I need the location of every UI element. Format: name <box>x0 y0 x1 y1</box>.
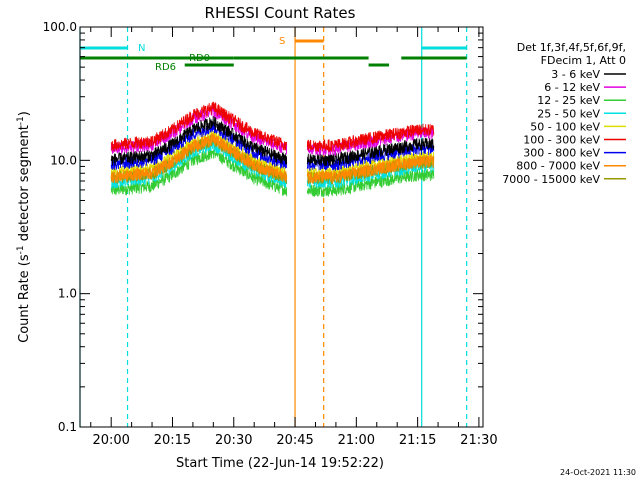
series-line <box>306 143 435 171</box>
legend-label: 12 - 25 keV <box>537 94 600 107</box>
plot-frame <box>79 26 484 428</box>
x-axis: 20:00 20:15 20:30 20:45 21:00 21:15 21:30 <box>90 27 498 448</box>
y-axis: 0.1 1.0 10.0 100.0 <box>43 20 483 434</box>
chart-title: RHESSI Count Rates <box>205 4 356 22</box>
series-line <box>110 115 288 166</box>
bar-label-rd6: RD6 <box>155 62 176 73</box>
x-tick-label: 20:15 <box>154 433 191 448</box>
bar-label-s: S <box>279 36 285 47</box>
y-label-main: Count Rate (s <box>17 254 32 343</box>
attenuator-bars: N S RD0 RD6 <box>80 36 467 73</box>
legend-label: 300 - 800 keV <box>523 147 600 160</box>
x-tick-label: 20:45 <box>276 433 313 448</box>
legend-label: 7000 - 15000 keV <box>502 173 600 186</box>
legend-label: 100 - 300 keV <box>523 134 600 147</box>
legend-label: 3 - 6 keV <box>551 68 600 81</box>
series-line <box>306 123 435 152</box>
y-label-mid: detector segment <box>17 125 32 245</box>
legend-header-line1: Det 1f,3f,4f,5f,6f,9f, <box>517 41 626 54</box>
legend-label: 50 - 100 keV <box>530 120 600 133</box>
series-line <box>110 101 288 152</box>
x-axis-label: Start Time (22-Jun-14 19:52:22) <box>176 456 384 471</box>
legend-label: 800 - 7000 keV <box>516 160 600 173</box>
series-line <box>306 137 435 167</box>
legend-label: 25 - 50 keV <box>537 107 600 120</box>
legend: Det 1f,3f,4f,5f,6f,9f, FDecim 1, Att 0 3… <box>502 41 626 186</box>
y-tick-label: 10.0 <box>50 153 77 167</box>
bar-label-rd0: RD0 <box>189 53 210 64</box>
y-tick-label: 1.0 <box>58 287 77 301</box>
series-line <box>110 133 288 183</box>
x-tick-label: 20:00 <box>92 433 129 448</box>
x-tick-label: 20:30 <box>215 433 252 448</box>
x-tick-label: 21:00 <box>338 433 375 448</box>
y-axis-label: Count Rate (s-1 detector segment-1) <box>16 111 32 343</box>
x-tick-label: 21:30 <box>460 433 497 448</box>
y-label-exp2: -1 <box>16 116 26 125</box>
series-lines <box>110 101 435 198</box>
series-line <box>306 168 435 198</box>
y-tick-label: 100.0 <box>43 20 77 34</box>
x-tick-label: 21:15 <box>399 433 436 448</box>
footer-date: 24-Oct-2021 11:30 <box>560 468 636 477</box>
y-tick-label: 0.1 <box>58 420 77 434</box>
bar-label-n: N <box>138 43 145 54</box>
legend-label: 6 - 12 keV <box>544 81 600 94</box>
legend-header-line2: FDecim 1, Att 0 <box>541 54 626 67</box>
y-label-end: ) <box>17 111 32 116</box>
y-label-exp1: -1 <box>16 245 26 254</box>
series-line <box>306 155 435 185</box>
series-line <box>306 155 435 184</box>
